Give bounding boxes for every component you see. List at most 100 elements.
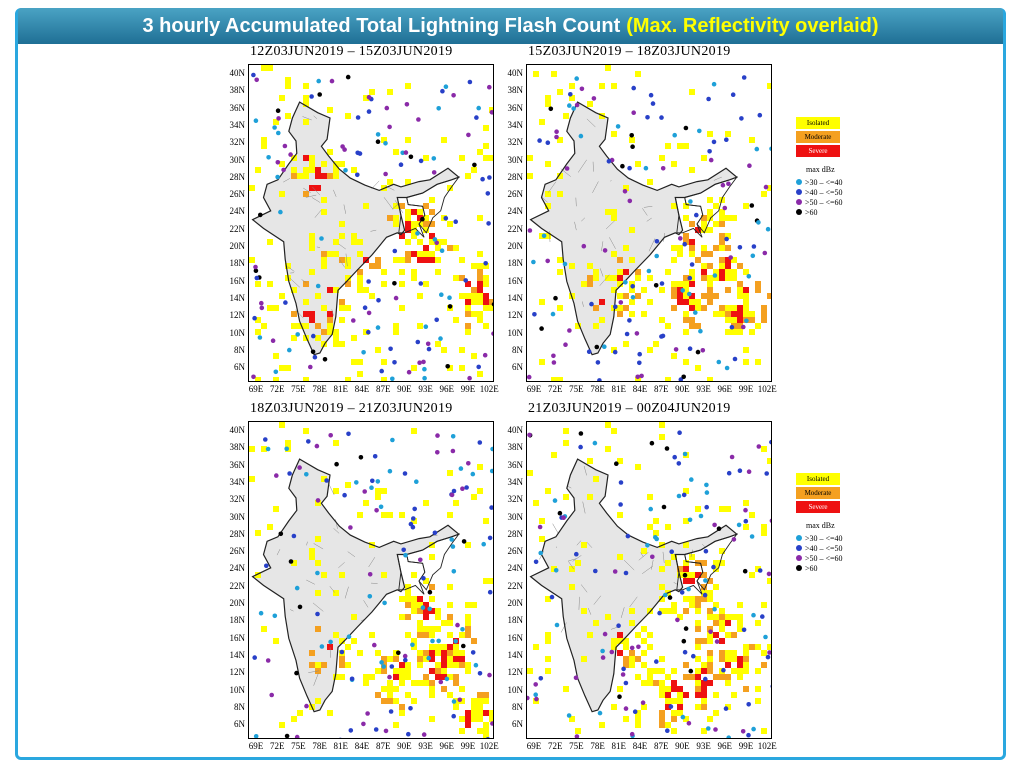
reflectivity-dot (322, 357, 328, 362)
reflectivity-dot (375, 325, 381, 330)
flash-cell (743, 662, 749, 668)
reflectivity-dot (537, 138, 542, 143)
flash-cell (471, 638, 477, 644)
flash-cell (683, 578, 689, 584)
reflectivity-dot (771, 380, 773, 382)
flash-cell (635, 722, 641, 728)
flash-cell (477, 215, 483, 221)
flash-cell (713, 269, 719, 275)
reflectivity-dot (600, 648, 605, 654)
flash-cell (435, 608, 441, 614)
flash-cell (435, 269, 441, 275)
flash-cell (279, 722, 285, 728)
reflectivity-dot (687, 346, 693, 352)
longitude-tick-label: 90E (675, 384, 690, 394)
reflectivity-dot (578, 431, 584, 436)
reflectivity-dot (708, 629, 713, 634)
reflectivity-dot (366, 109, 372, 114)
reflectivity-dot (631, 110, 636, 115)
flash-cell (641, 548, 647, 554)
longitude-tick-label: 78E (590, 384, 605, 394)
flash-cell (465, 614, 471, 620)
flash-cell (629, 620, 635, 626)
longitude-tick-label: 78E (312, 384, 327, 394)
flash-cell (569, 566, 575, 572)
reflectivity-dot (681, 638, 687, 644)
latitude-tick-label: 10N (507, 684, 524, 695)
flash-cell (405, 83, 411, 89)
reflectivity-dot (373, 727, 379, 732)
flash-cell (713, 620, 719, 626)
flash-cell (465, 602, 471, 608)
reflectivity-dot (408, 706, 413, 711)
flash-cell (477, 317, 483, 323)
flash-cell (405, 602, 411, 608)
flash-cell (731, 269, 737, 275)
legend-dbz-dot (796, 555, 802, 561)
legend-dbz-row: >50 – <=60 (796, 197, 860, 207)
flash-cell (387, 680, 393, 686)
longitude-tick-label: 69E (526, 384, 542, 394)
flash-cell (671, 287, 677, 293)
reflectivity-dot (278, 209, 283, 215)
flash-cell (345, 113, 351, 119)
district-boundary (339, 259, 345, 268)
reflectivity-dot (358, 455, 364, 460)
flash-cell (411, 269, 417, 275)
latitude-tick-label: 8N (512, 701, 523, 712)
flash-cell (731, 317, 737, 323)
reflectivity-dot (627, 165, 632, 171)
reflectivity-dot (490, 721, 493, 726)
flash-cell (647, 644, 653, 650)
reflectivity-dot (284, 733, 290, 738)
flash-cell (701, 692, 707, 698)
latitude-tick-label: 32N (507, 494, 524, 505)
flash-cell (435, 674, 441, 680)
flash-cell (587, 275, 593, 281)
reflectivity-dot (339, 737, 342, 738)
flash-cell (623, 644, 629, 650)
reflectivity-dot (564, 166, 570, 171)
reflectivity-dot (634, 331, 640, 336)
reflectivity-dot (740, 729, 746, 734)
flash-cell (647, 524, 653, 530)
reflectivity-dot (362, 489, 367, 494)
longitude-tick-label: 87E (653, 384, 669, 394)
flash-cell (713, 692, 719, 698)
flash-cell (635, 656, 641, 662)
flash-cell (315, 590, 321, 596)
flash-cell (471, 716, 477, 722)
reflectivity-dot (398, 162, 404, 167)
reflectivity-dot (396, 650, 401, 656)
flash-cell (737, 329, 743, 335)
flash-cell (339, 674, 345, 680)
reflectivity-dot (654, 253, 659, 259)
reflectivity-dot (711, 139, 717, 145)
flash-cell (441, 650, 447, 656)
flash-cell (701, 668, 707, 674)
reflectivity-dot (334, 461, 339, 467)
reflectivity-dot (708, 157, 714, 163)
reflectivity-dot (319, 236, 324, 241)
flash-cell (423, 215, 429, 221)
flash-cell (465, 281, 471, 287)
flash-cell (321, 662, 327, 668)
flash-cell (441, 662, 447, 668)
reflectivity-dot (551, 360, 557, 365)
reflectivity-dot (315, 283, 321, 289)
district-boundary (313, 543, 324, 550)
flash-cell (333, 440, 339, 446)
flash-cell (641, 662, 647, 668)
flash-cell (303, 191, 309, 197)
flash-cell (641, 638, 647, 644)
flash-cell (321, 251, 327, 257)
latitude-tick-label: 10N (507, 327, 524, 338)
flash-cell (671, 716, 677, 722)
flash-cell (737, 602, 743, 608)
district-boundary (368, 556, 376, 568)
reflectivity-dot (489, 468, 493, 474)
flash-cell (267, 524, 273, 530)
reflectivity-dot (367, 572, 373, 577)
flash-cell (719, 239, 725, 245)
latitude-tick-label: 30N (229, 511, 246, 522)
